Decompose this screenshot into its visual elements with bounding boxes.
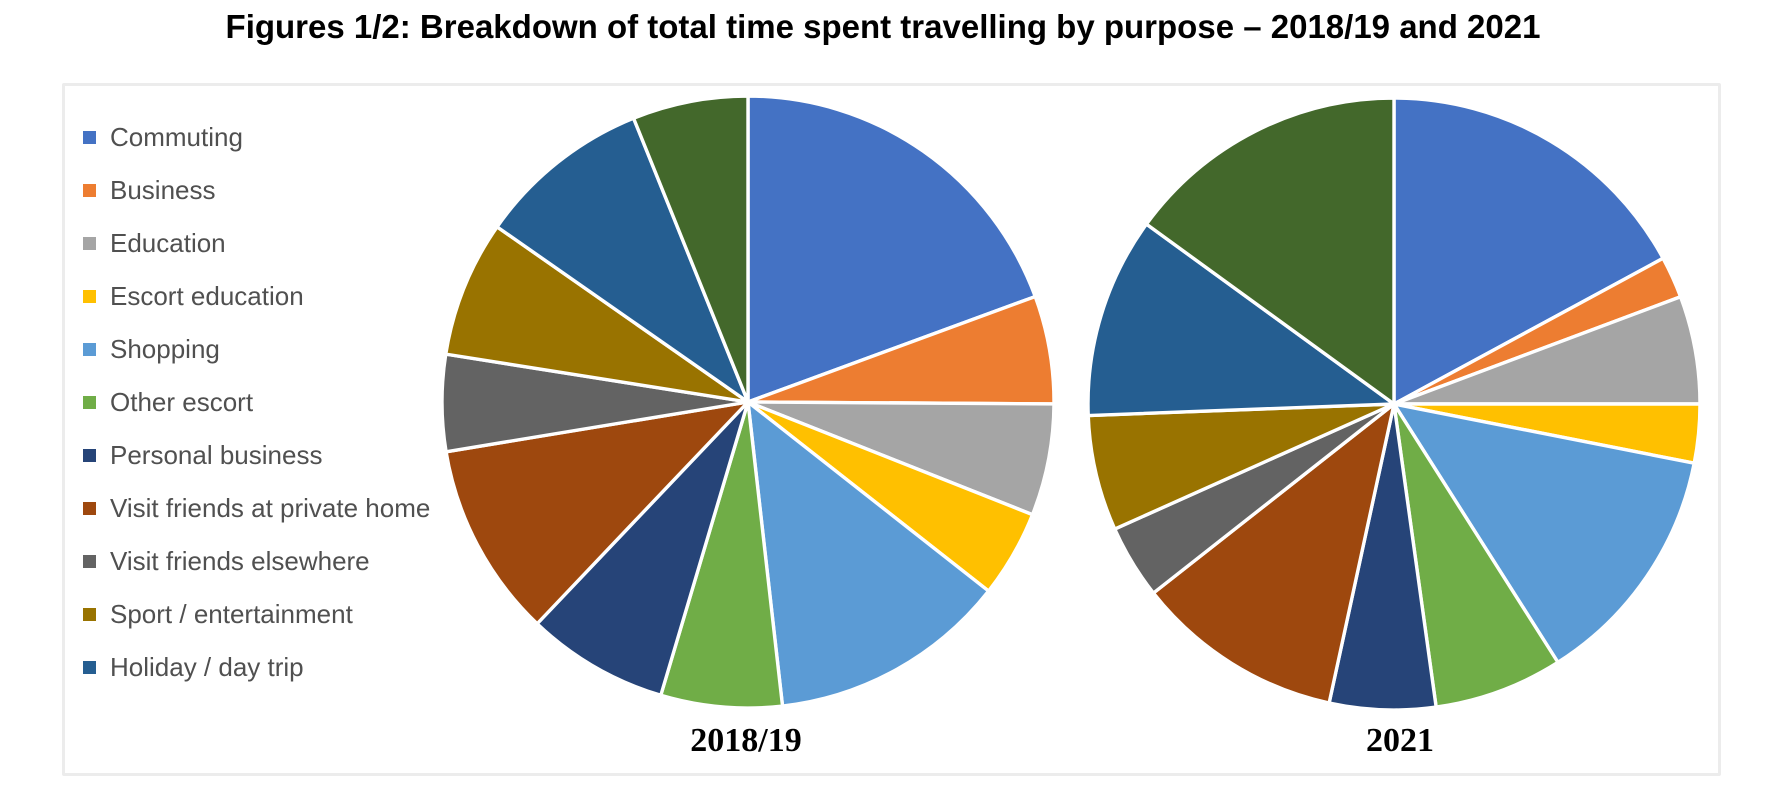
pie-slice-visit-friends-at-private-home xyxy=(1151,402,1396,705)
pie-slice-sport-entertainment xyxy=(1086,402,1396,531)
legend-swatch xyxy=(83,449,96,462)
legend-label: Visit friends elsewhere xyxy=(110,546,370,576)
pie-slice-shopping xyxy=(746,400,991,708)
pie-slice-other-escort xyxy=(659,400,785,710)
legend-swatch xyxy=(83,184,96,197)
pie-slice-commuting xyxy=(1392,96,1665,406)
pie-label-2021: 2021 xyxy=(1366,722,1434,759)
pie-slice-commuting xyxy=(746,94,1037,404)
legend-swatch xyxy=(83,661,96,674)
legend: Commuting Business Education Escort educati… xyxy=(83,111,483,694)
legend-item: Holiday / day trip xyxy=(83,641,483,694)
legend-swatch xyxy=(83,502,96,515)
legend-item: Business xyxy=(83,164,483,217)
legend-swatch xyxy=(83,290,96,303)
legend-label: Education xyxy=(110,228,226,258)
pie-slice-personal-business xyxy=(535,400,750,698)
legend-item: Shopping xyxy=(83,323,483,376)
legend-label: Holiday / day trip xyxy=(110,652,304,682)
chart-area: Commuting Business Education Escort educati… xyxy=(62,83,1721,776)
legend-label: Personal business xyxy=(110,440,323,470)
legend-label: Other escort xyxy=(110,387,254,417)
legend-item: Sport / entertainment xyxy=(83,588,483,641)
legend-item: Visit friends at private home xyxy=(83,482,483,535)
legend-item: Education xyxy=(83,217,483,270)
pie-slice-holiday-day-trip xyxy=(495,116,750,404)
pie-label-2018-19: 2018/19 xyxy=(690,722,802,759)
pie-slice-holiday-day-trip xyxy=(1086,222,1396,418)
legend-item: Personal business xyxy=(83,429,483,482)
legend-swatch xyxy=(83,237,96,250)
pie-slice-unlabelled xyxy=(631,94,750,404)
legend-label: Business xyxy=(110,175,216,205)
pie-chart-2018-19 xyxy=(440,94,1056,710)
legend-swatch xyxy=(83,131,96,144)
legend-swatch xyxy=(83,343,96,356)
legend-label: Commuting xyxy=(110,122,243,152)
figure-title: Figures 1/2: Breakdown of total time spe… xyxy=(225,8,1541,45)
legend-label: Shopping xyxy=(110,334,220,364)
legend-label: Escort education xyxy=(110,281,304,311)
legend-item: Escort education xyxy=(83,270,483,323)
pie-slice-unlabelled xyxy=(1144,96,1396,406)
pie-slice-visit-friends-at-private-home xyxy=(444,400,750,626)
legend-item: Commuting xyxy=(83,111,483,164)
legend-label: Visit friends at private home xyxy=(110,493,431,523)
legend-swatch xyxy=(83,555,96,568)
pie-chart-2021 xyxy=(1086,96,1702,712)
pie-slice-shopping xyxy=(1392,402,1696,665)
legend-label: Sport / entertainment xyxy=(110,599,353,629)
pie-slice-sport-entertainment xyxy=(444,225,750,404)
legend-item: Other escort xyxy=(83,376,483,429)
pie-slice-other-escort xyxy=(1392,402,1560,709)
legend-swatch xyxy=(83,396,96,409)
legend-swatch xyxy=(83,608,96,621)
legend-item: Visit friends elsewhere xyxy=(83,535,483,588)
